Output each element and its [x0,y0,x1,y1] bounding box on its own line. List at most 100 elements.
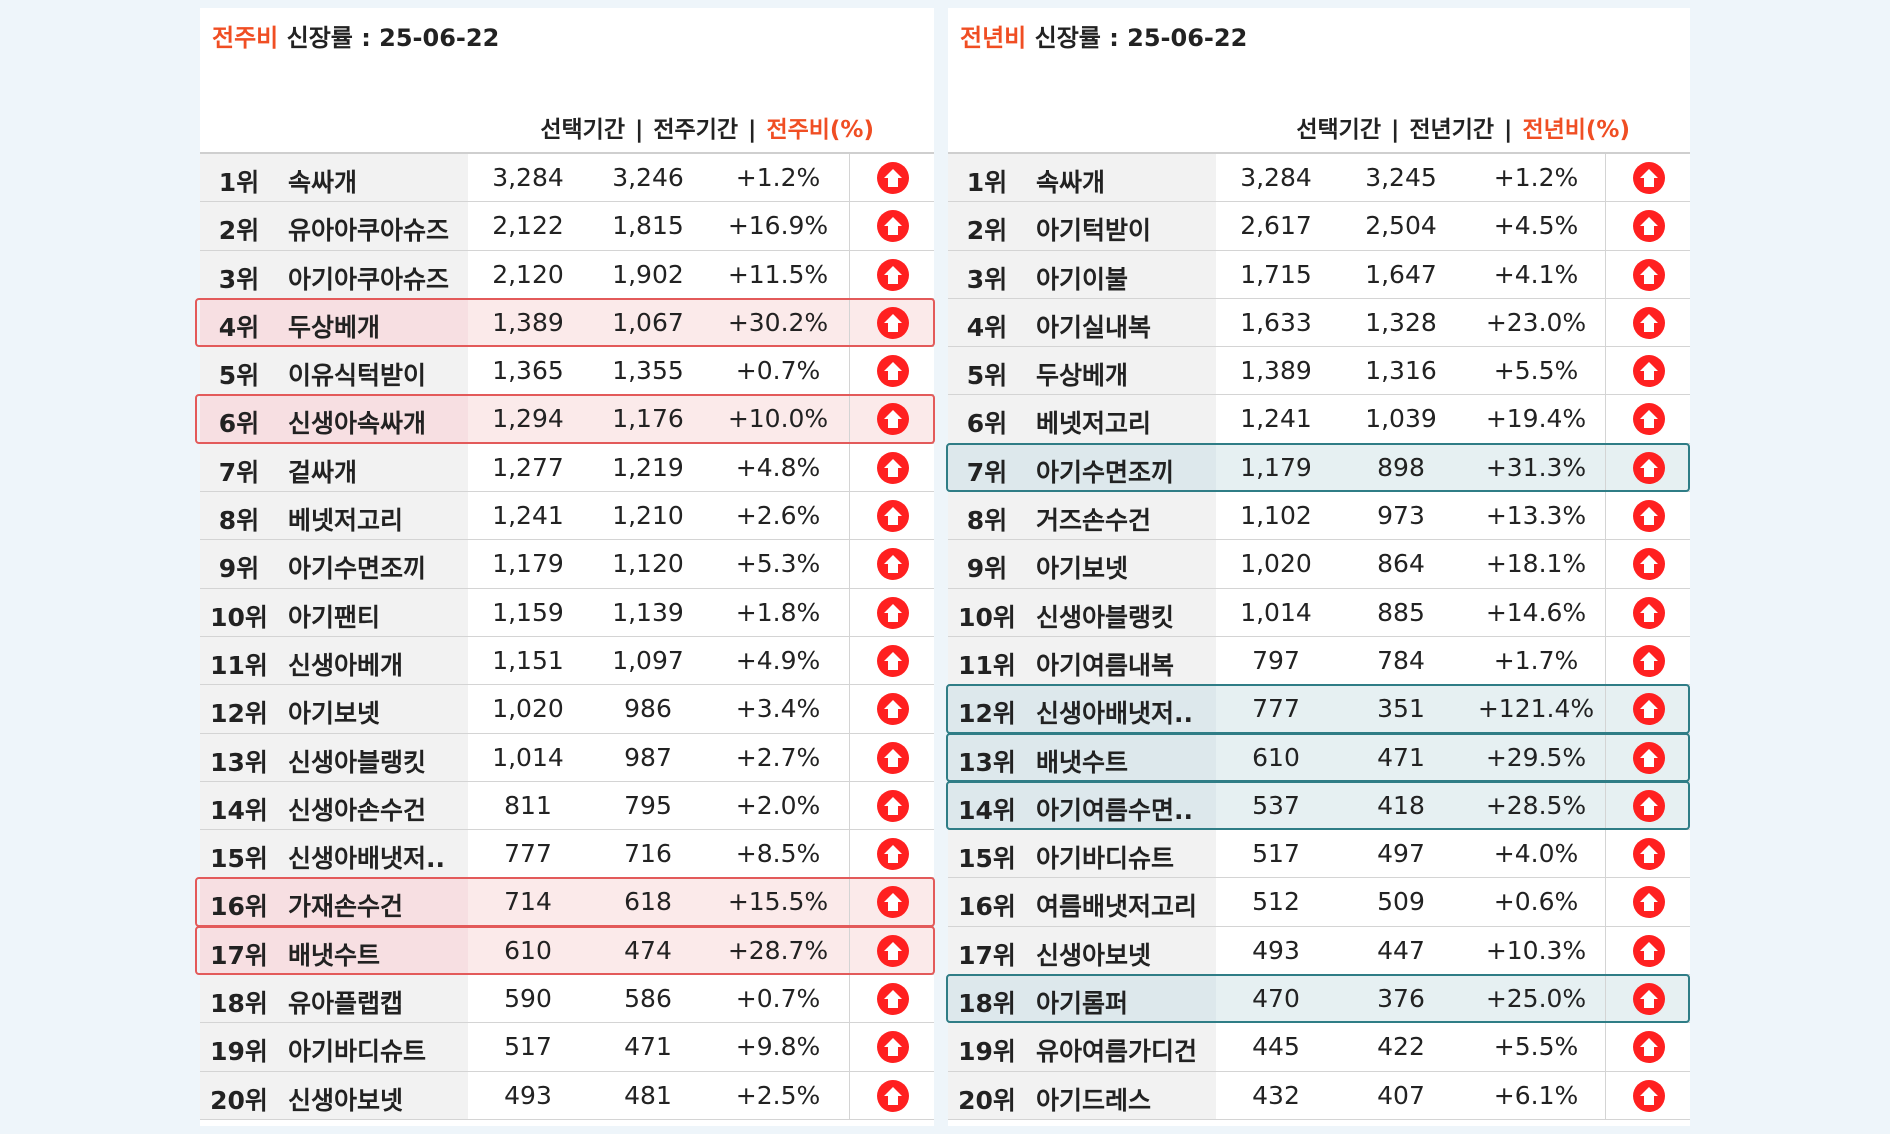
keyword-label: 아기보넷 [288,699,381,729]
rank-label: 15위 [958,844,1016,874]
keyword-label: 가재손수건 [288,892,404,922]
up-arrow-circle-icon [877,886,909,919]
table-row: 6위 베넷저고리 1,241 1,039 +19.4% [948,395,1690,444]
keyword-label: 아기보넷 [1036,554,1129,584]
rank-label: 10위 [958,602,1016,632]
change-percent-value: +31.3% [1485,452,1587,482]
up-arrow-circle-icon [877,596,909,629]
keyword-label: 신생아보넷 [288,1085,404,1115]
previous-period-value: 1,328 [1365,307,1437,337]
table-row: 16위 여름배냇저고리 512 509 +0.6% [948,878,1690,927]
trend-cell [1605,540,1690,588]
title-accent: 전년비 [960,24,1027,52]
header-separator: | [748,117,757,143]
keyword-cell: 9위 아기수면조끼 [200,540,468,588]
previous-period-value: 474 [624,935,672,965]
selected-period-value: 432 [1252,1080,1300,1110]
previous-period-value: 716 [624,839,672,869]
keyword-cell: 14위 아기여름수면.. [948,781,1216,830]
header-change-percent: 전주비(%) [766,117,874,143]
previous-period-value: 2,504 [1365,211,1437,241]
rank-label: 2위 [218,216,260,246]
trend-cell [1605,830,1690,878]
keyword-label: 아기팬티 [288,602,381,632]
column-headers: 선택기간 | 전주기간 | 전주비(%) [540,110,874,143]
keyword-label: 베넷저고리 [1036,409,1152,439]
table-row: 13위 신생아블랭킷 1,014 987 +2.7% [200,733,934,782]
change-percent-value: +29.5% [1485,742,1587,772]
previous-period-value: 618 [624,887,672,917]
table-row: 6위 신생아속싸개 1,294 1,176 +10.0% [195,394,935,445]
trend-cell [849,636,934,685]
selected-period-value: 517 [504,1032,552,1062]
previous-period-value: 1,316 [1365,356,1437,386]
previous-period-value: 987 [624,742,672,772]
rank-label: 8위 [966,506,1008,536]
keyword-cell: 15위 아기바디슈트 [948,830,1216,878]
table-row: 3위 아기이불 1,715 1,647 +4.1% [948,250,1690,299]
selected-period-value: 1,277 [492,452,564,482]
table-row: 2위 유아아쿠아슈즈 2,122 1,815 +16.9% [200,202,934,251]
keyword-label: 속싸개 [288,168,358,197]
selected-period-value: 3,284 [1240,163,1312,192]
rank-label: 9위 [966,554,1008,584]
change-percent-value: +5.5% [1493,1032,1579,1062]
up-arrow-circle-icon [877,162,909,194]
previous-period-value: 1,355 [612,356,684,386]
keyword-cell: 18위 유아플랩캡 [200,975,468,1023]
keyword-label: 아기수면조끼 [288,554,427,584]
keyword-cell: 10위 신생아블랭킷 [948,588,1216,636]
rank-label: 4위 [966,312,1008,342]
table-row: 9위 아기수면조끼 1,179 1,120 +5.3% [200,540,934,589]
change-percent-value: +28.5% [1485,790,1587,820]
keyword-label: 신생아속싸개 [288,409,427,439]
change-percent-value: +2.0% [735,790,821,820]
previous-period-value: 1,139 [612,597,684,627]
trend-cell [849,540,934,588]
weekly-growth-panel: 전주비 신장률 : 25-06-22 선택기간 | 전주기간 | 전주비(%) 1위 속싸… [195,8,935,1126]
keyword-cell: 16위 가재손수건 [200,878,468,926]
change-percent-value: +4.5% [1493,211,1579,241]
rank-label: 5위 [218,361,260,391]
trend-cell [849,685,934,733]
previous-period-value: 986 [624,694,672,724]
selected-period-value: 2,122 [492,211,564,241]
trend-cell [849,154,934,202]
rank-label: 7위 [966,457,1008,487]
previous-period-value: 1,219 [612,452,684,482]
up-arrow-circle-icon [1633,306,1665,339]
previous-period-value: 1,120 [612,549,684,579]
trend-cell [849,926,934,975]
previous-period-value: 509 [1377,887,1425,917]
selected-period-value: 2,120 [492,259,564,289]
up-arrow-circle-icon [1633,596,1665,629]
up-arrow-circle-icon [1633,355,1665,388]
rank-label: 18위 [958,989,1016,1019]
previous-period-value: 1,176 [612,404,684,434]
trend-cell [1605,202,1690,250]
rank-label: 2위 [966,216,1008,246]
change-percent-value: +10.3% [1485,935,1587,965]
rank-label: 1위 [966,168,1008,197]
change-percent-value: +4.0% [1493,839,1579,869]
change-percent-value: +2.6% [735,501,821,531]
keyword-label: 배냇수트 [1036,747,1129,777]
previous-period-value: 973 [1377,501,1425,531]
previous-period-value: 481 [624,1080,672,1110]
header-separator: | [634,117,644,143]
change-percent-value: +4.1% [1493,259,1579,289]
selected-period-value: 3,284 [492,163,564,192]
rank-label: 9위 [218,554,260,584]
keyword-cell: 20위 아기드레스 [948,1071,1216,1119]
selected-period-value: 610 [504,935,552,965]
trend-cell [849,443,934,492]
selected-period-value: 1,715 [1240,259,1312,289]
trend-cell [849,347,934,395]
selected-period-value: 2,617 [1240,211,1312,241]
keyword-cell: 12위 신생아배냇저.. [948,685,1216,733]
table-row: 7위 아기수면조끼 1,179 898 +31.3% [946,442,1690,493]
up-arrow-circle-icon [1633,644,1665,677]
header-selected-period: 선택기간 [1296,117,1381,143]
keyword-label: 이유식턱받이 [288,361,427,391]
up-arrow-circle-icon [877,789,909,822]
